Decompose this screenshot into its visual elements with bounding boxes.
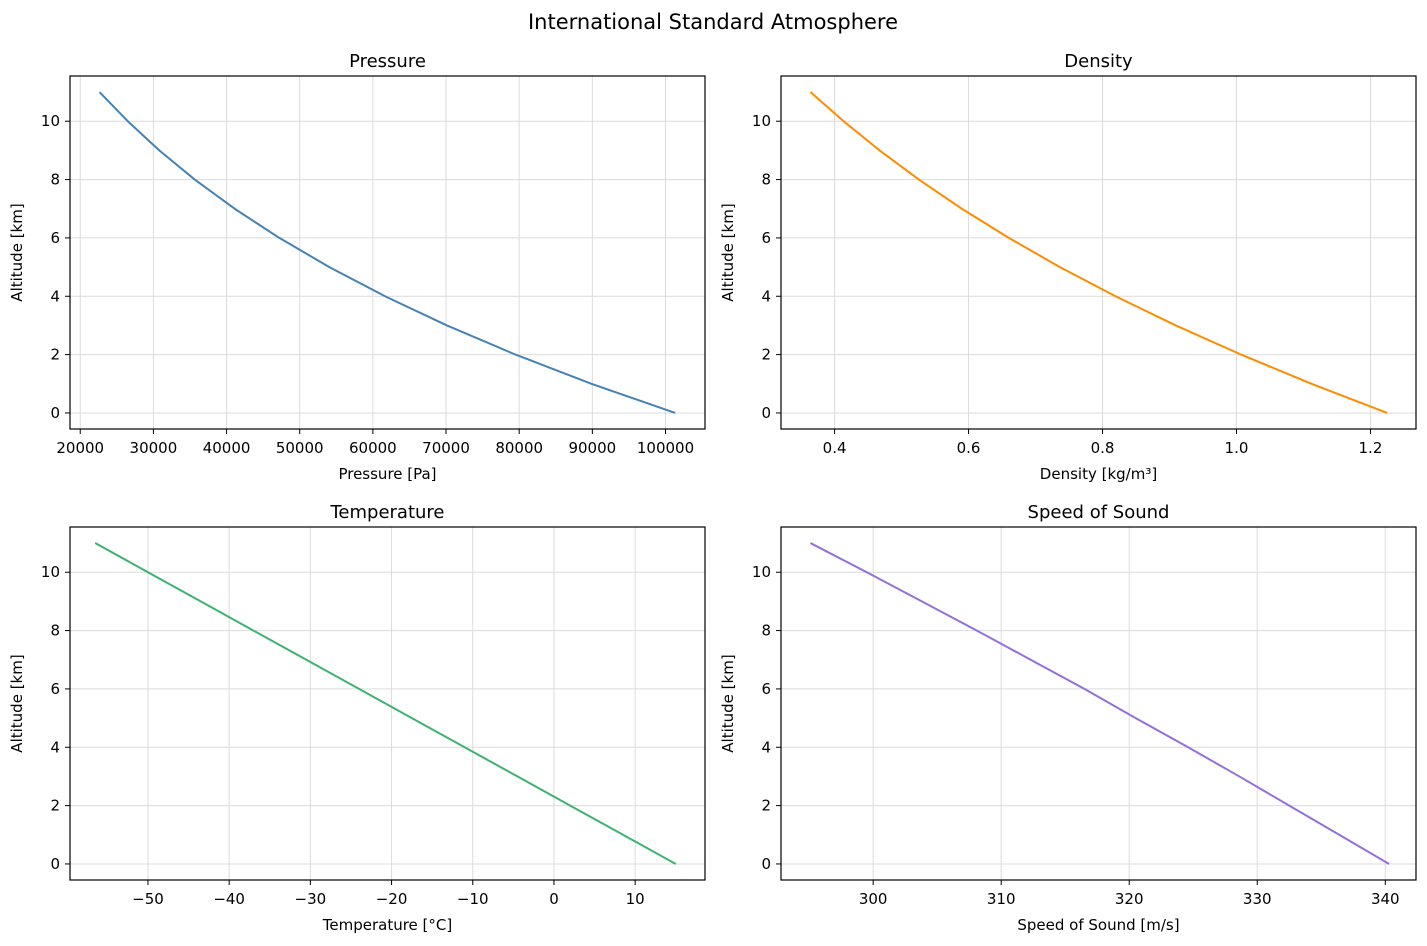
speed-of-sound-y-tick-label: 4 <box>761 738 771 756</box>
pressure-y-tick-label: 8 <box>50 171 60 189</box>
density-y-tick-label: 2 <box>761 346 771 364</box>
speed-of-sound-y-tick-label: 6 <box>761 680 771 698</box>
pressure-x-axis-label: Pressure [Pa] <box>338 465 436 483</box>
pressure-x-tick-label: 40000 <box>203 439 251 457</box>
pressure-x-tick-label: 70000 <box>422 439 470 457</box>
pressure-chart: 20000 30000 40000 50000 60000 70000 80000 90000… <box>8 51 706 483</box>
temperature-x-tick-label: −20 <box>376 890 408 908</box>
speed-of-sound-y-tick-label: 2 <box>761 797 771 815</box>
pressure-x-tick-label: 30000 <box>130 439 178 457</box>
pressure-y-tick-label: 6 <box>50 229 60 247</box>
density-series-line <box>809 91 1388 414</box>
temperature-x-tick-label: −40 <box>213 890 245 908</box>
pressure-x-tick-label: 20000 <box>56 439 104 457</box>
density-y-tick-label: 4 <box>761 287 771 305</box>
temperature-y-tick-label: 10 <box>41 563 60 581</box>
temperature-y-tick-label: 2 <box>50 797 60 815</box>
density-y-tick-label: 6 <box>761 229 771 247</box>
temperature-x-tick-label: 0 <box>549 890 559 908</box>
speed-of-sound-series-line <box>809 542 1390 865</box>
temperature-x-tick-label: −50 <box>132 890 164 908</box>
temperature-chart: −50 −40 −30 −20 −10 0 10 0 2 4 6 8 10 Temperature Temp… <box>8 502 706 934</box>
speed-of-sound-title: Speed of Sound <box>1028 502 1170 523</box>
speed-of-sound-x-tick-label: 320 <box>1115 890 1144 908</box>
density-x-tick-label: 0.6 <box>957 439 981 457</box>
pressure-y-axis-label: Altitude [km] <box>8 203 26 301</box>
density-x-tick-label: 0.8 <box>1091 439 1115 457</box>
density-axes-frame <box>780 75 1417 430</box>
temperature-x-axis-label: Temperature [°C] <box>322 916 452 934</box>
speed-of-sound-chart: 300 310 320 330 340 0 2 4 6 8 10 Speed of Sound Spee… <box>719 502 1417 934</box>
density-x-axis-label: Density [kg/m³] <box>1040 465 1157 483</box>
pressure-x-tick-label: 80000 <box>495 439 543 457</box>
pressure-x-tick-label: 50000 <box>276 439 324 457</box>
density-title: Density <box>1064 51 1133 72</box>
density-x-tick-label: 1.0 <box>1225 439 1249 457</box>
density-x-tick-label: 1.2 <box>1359 439 1383 457</box>
density-chart: 0.4 0.6 0.8 1.0 1.2 0 2 4 6 8 10 Density Density [kg… <box>719 51 1417 483</box>
speed-of-sound-x-tick-label: 300 <box>859 890 888 908</box>
pressure-x-tick-label: 60000 <box>349 439 397 457</box>
speed-of-sound-x-axis-label: Speed of Sound [m/s] <box>1017 916 1179 934</box>
temperature-title: Temperature <box>329 502 444 523</box>
temperature-x-tick-label: 10 <box>626 890 645 908</box>
temperature-x-tick-label: −10 <box>457 890 489 908</box>
speed-of-sound-x-tick-label: 340 <box>1371 890 1400 908</box>
temperature-y-tick-label: 6 <box>50 680 60 698</box>
density-y-tick-label: 8 <box>761 171 771 189</box>
temperature-series-line <box>94 542 677 865</box>
temperature-y-tick-label: 8 <box>50 622 60 640</box>
pressure-x-tick-label: 100000 <box>637 439 694 457</box>
speed-of-sound-x-tick-label: 310 <box>987 890 1016 908</box>
density-y-tick-label: 0 <box>761 404 771 422</box>
pressure-x-tick-label: 90000 <box>568 439 616 457</box>
pressure-y-tick-label: 10 <box>41 112 60 130</box>
temperature-y-axis-label: Altitude [km] <box>8 654 26 752</box>
speed-of-sound-y-tick-label: 8 <box>761 622 771 640</box>
pressure-axes-frame <box>69 75 706 430</box>
pressure-y-tick-label: 2 <box>50 346 60 364</box>
temperature-x-tick-label: −30 <box>295 890 327 908</box>
pressure-series-line <box>98 91 676 414</box>
temperature-axes-frame <box>69 526 706 881</box>
temperature-y-tick-label: 4 <box>50 738 60 756</box>
speed-of-sound-x-tick-label: 330 <box>1243 890 1272 908</box>
density-y-tick-label: 10 <box>752 112 771 130</box>
panels: 20000 30000 40000 50000 60000 70000 80000 90000… <box>8 51 1417 934</box>
pressure-y-tick-label: 0 <box>50 404 60 422</box>
speed-of-sound-axes-frame <box>780 526 1417 881</box>
density-y-axis-label: Altitude [km] <box>719 203 737 301</box>
pressure-title: Pressure <box>349 51 426 72</box>
speed-of-sound-y-tick-label: 0 <box>761 855 771 873</box>
speed-of-sound-y-axis-label: Altitude [km] <box>719 654 737 752</box>
pressure-y-tick-label: 4 <box>50 287 60 305</box>
speed-of-sound-y-tick-label: 10 <box>752 563 771 581</box>
density-x-tick-label: 0.4 <box>823 439 847 457</box>
figure-title: International Standard Atmosphere <box>528 10 898 34</box>
temperature-y-tick-label: 0 <box>50 855 60 873</box>
